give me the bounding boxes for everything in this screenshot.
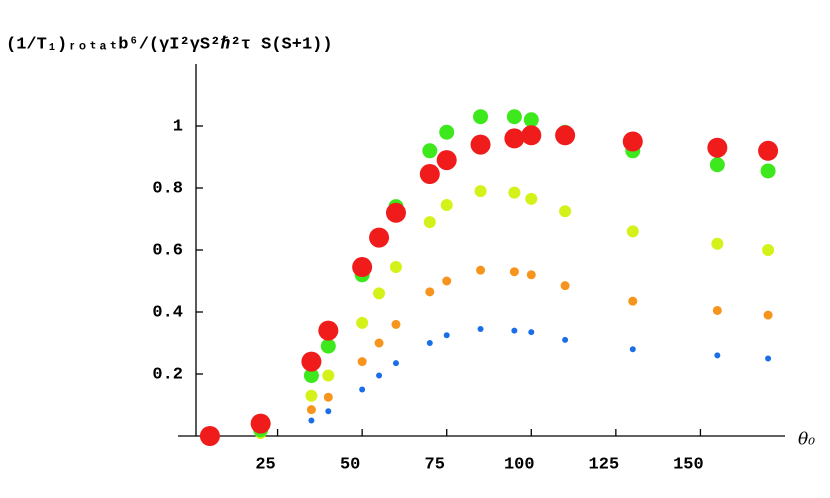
point <box>425 287 435 297</box>
point <box>423 216 436 229</box>
point <box>199 426 220 446</box>
y-tick-label: 1 <box>173 117 183 136</box>
point <box>560 281 570 291</box>
point <box>320 338 336 354</box>
point <box>626 225 639 238</box>
x-tick-label: 150 <box>673 455 704 474</box>
point <box>389 261 402 274</box>
point <box>763 310 773 320</box>
point <box>391 319 401 329</box>
point <box>559 205 572 218</box>
point <box>511 327 518 334</box>
point <box>305 389 318 402</box>
point <box>359 386 366 393</box>
point <box>474 185 487 198</box>
point <box>712 305 722 315</box>
point <box>373 287 386 300</box>
x-tick-label: 125 <box>589 455 620 474</box>
point <box>250 413 271 434</box>
point <box>356 316 369 329</box>
point <box>506 109 522 125</box>
chart-title: (1/T₁)ᵣₒₜₐₜb⁶/(γI²γS²ℏ²τ S(S+1)) <box>6 34 333 54</box>
point <box>758 140 779 161</box>
x-tick-label: 25 <box>255 455 275 474</box>
point <box>440 199 453 212</box>
point <box>308 417 315 424</box>
point <box>323 392 333 402</box>
point <box>376 372 383 379</box>
point <box>322 369 335 382</box>
point <box>443 332 450 339</box>
point <box>714 352 721 359</box>
point <box>555 125 576 146</box>
point <box>508 186 521 199</box>
point <box>760 163 776 179</box>
point <box>526 270 536 280</box>
point <box>301 351 322 372</box>
point <box>521 125 542 146</box>
point <box>525 192 538 205</box>
point <box>477 326 484 333</box>
point <box>473 109 489 125</box>
point <box>306 405 316 415</box>
point <box>442 276 452 286</box>
point <box>357 357 367 367</box>
point <box>439 124 455 140</box>
point <box>470 134 491 155</box>
point <box>436 150 457 171</box>
x-tick-label: 50 <box>340 455 360 474</box>
point <box>392 360 399 367</box>
point <box>509 267 519 277</box>
y-tick-label: 0.2 <box>152 365 183 384</box>
point <box>765 355 772 362</box>
y-tick-label: 0.4 <box>152 303 183 322</box>
point <box>422 143 438 159</box>
point <box>622 131 643 152</box>
point <box>709 157 725 173</box>
point <box>762 244 775 256</box>
point <box>629 346 636 353</box>
point <box>523 112 539 128</box>
y-tick-label: 0.8 <box>152 179 183 198</box>
point <box>325 408 332 415</box>
x-axis-label: θ₀ <box>798 430 815 450</box>
y-tick-label: 0.6 <box>152 241 183 260</box>
point <box>628 296 638 306</box>
point <box>369 227 390 248</box>
point <box>303 368 319 384</box>
x-tick-label: 100 <box>504 455 535 474</box>
x-tick-label: 75 <box>425 455 445 474</box>
point <box>707 137 728 158</box>
point <box>352 257 373 278</box>
point <box>385 202 406 223</box>
point <box>562 336 569 343</box>
point <box>476 265 486 275</box>
point <box>426 340 433 346</box>
point <box>419 164 440 185</box>
point <box>504 128 525 149</box>
point <box>711 237 724 250</box>
point <box>318 320 339 341</box>
point <box>374 338 384 348</box>
point <box>528 329 535 336</box>
